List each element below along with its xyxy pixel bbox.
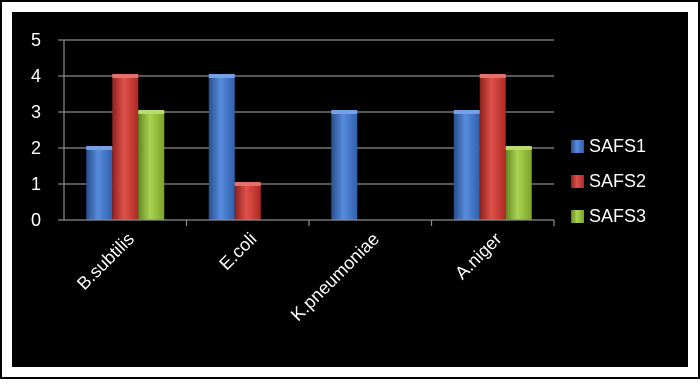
bar-safs3-b-subtilis (138, 112, 165, 220)
bar-top (112, 74, 139, 78)
bar-top (479, 74, 506, 78)
bar-top (331, 110, 358, 114)
bar-safs1-k-pneumoniae (331, 112, 358, 220)
bars-layer (86, 74, 532, 220)
bar-top (234, 182, 261, 186)
legend-swatch-safs1 (571, 140, 584, 153)
bar-top (505, 146, 532, 150)
y-tick-label: 0 (31, 210, 41, 230)
bar-top (453, 110, 480, 114)
y-tick-label: 5 (31, 30, 41, 50)
legend: SAFS1 SAFS2 SAFS3 (571, 136, 646, 226)
bar-safs1-b-subtilis (86, 148, 113, 220)
bar-safs2-e-coli (234, 184, 261, 220)
bar-safs1-e-coli (208, 76, 235, 220)
y-tick-label: 1 (31, 174, 41, 194)
y-tick-label: 4 (31, 66, 41, 86)
y-tick-label: 2 (31, 138, 41, 158)
legend-label-safs3: SAFS3 (589, 206, 646, 226)
bar-top (208, 74, 235, 78)
bar-top (138, 110, 165, 114)
bar-safs2-a-niger (479, 76, 506, 220)
bar-safs2-b-subtilis (112, 76, 139, 220)
legend-label-safs2: SAFS2 (589, 171, 646, 191)
axis-layer (58, 39, 555, 226)
legend-swatch-safs3 (571, 210, 584, 223)
legend-label-safs1: SAFS1 (589, 136, 646, 156)
y-tick-labels: 0 1 2 3 4 5 (31, 30, 41, 230)
bar-safs3-a-niger (505, 148, 532, 220)
bar-top (86, 146, 113, 150)
y-tick-label: 3 (31, 102, 41, 122)
legend-swatch-safs2 (571, 175, 584, 188)
bar-safs1-a-niger (453, 112, 480, 220)
